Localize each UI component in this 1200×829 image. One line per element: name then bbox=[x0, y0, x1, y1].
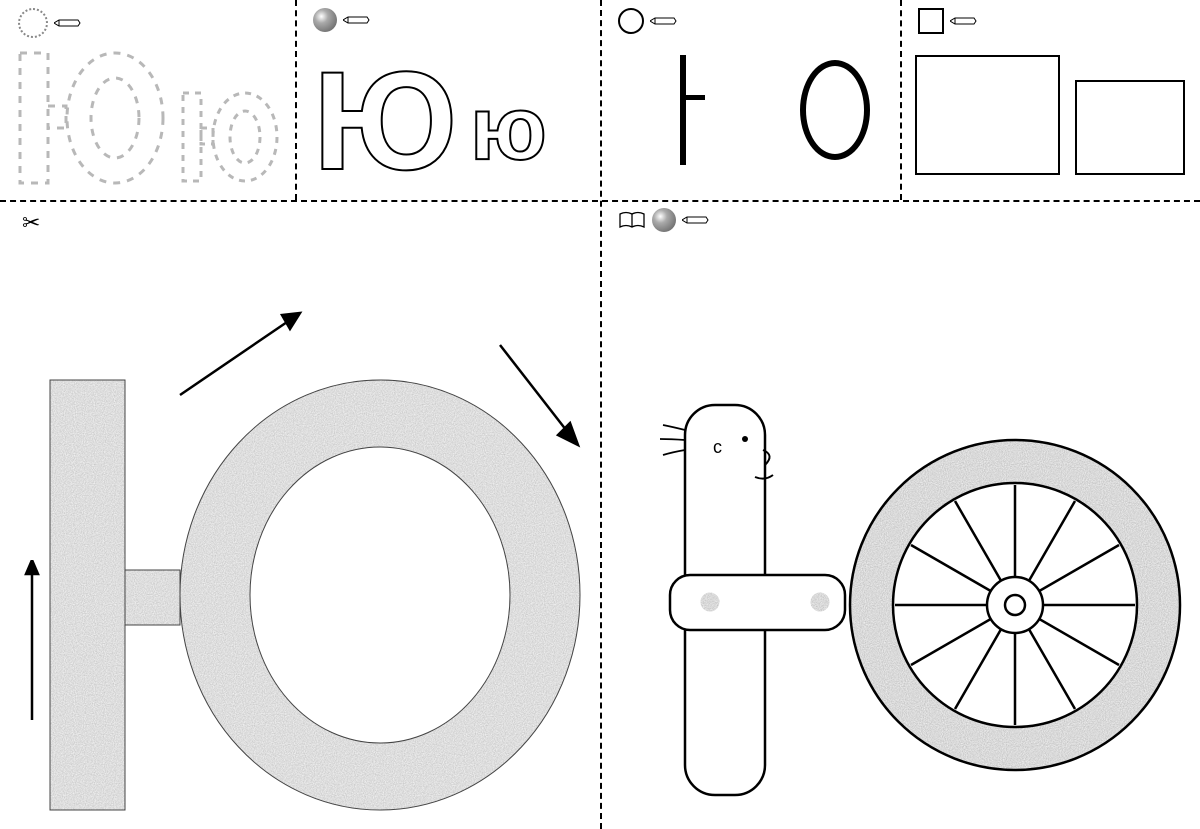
panel1-icons bbox=[18, 8, 82, 38]
pencil-icon bbox=[682, 215, 710, 225]
panel6-icons bbox=[618, 208, 710, 232]
pencil-icon bbox=[343, 15, 371, 25]
scissors-icon: ✂ bbox=[22, 210, 50, 228]
worksheet-page: Ю ю ✂ bbox=[0, 0, 1200, 829]
pencil-icon bbox=[54, 18, 82, 28]
square-outline-icon bbox=[918, 8, 944, 34]
panel-textured-yu: ✂ bbox=[0, 200, 600, 829]
dashed-yu-big bbox=[15, 48, 175, 193]
dashed-yu-small bbox=[180, 90, 285, 190]
arrow-diag-up bbox=[170, 305, 310, 405]
panel2-icons bbox=[313, 8, 371, 32]
arrow-diag-down bbox=[490, 335, 590, 455]
ball-icon bbox=[652, 208, 676, 232]
circle-outline-icon bbox=[618, 8, 644, 34]
book-icon bbox=[618, 211, 646, 229]
small-square bbox=[1075, 80, 1185, 175]
dotted-circle-icon bbox=[18, 8, 48, 38]
outline-yu-lowercase: ю bbox=[470, 78, 547, 181]
crossbar bbox=[680, 95, 705, 100]
panel-dashed-letters bbox=[0, 0, 295, 200]
vertical-stick bbox=[680, 55, 686, 165]
panel-cartoon-yu: c bbox=[600, 200, 1200, 829]
arrow-up bbox=[22, 560, 42, 720]
panel-squares bbox=[900, 0, 1200, 200]
face-mark: c bbox=[713, 437, 722, 457]
pencil-icon bbox=[650, 16, 678, 26]
panel3-icons bbox=[618, 8, 678, 34]
panel-letter-parts bbox=[600, 0, 900, 200]
outline-yu-uppercase: Ю bbox=[313, 40, 457, 202]
oval-ring bbox=[800, 60, 870, 160]
panel-outline-letters: Ю ю bbox=[295, 0, 600, 200]
ball-icon bbox=[313, 8, 337, 32]
large-square bbox=[915, 55, 1060, 175]
cartoon-yu-figure: c bbox=[655, 395, 1185, 815]
pencil-icon bbox=[950, 16, 978, 26]
panel4-icons bbox=[918, 8, 978, 34]
